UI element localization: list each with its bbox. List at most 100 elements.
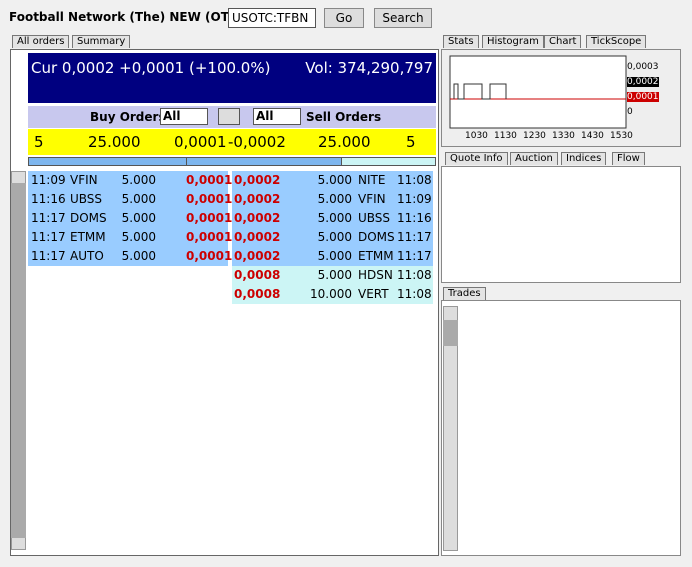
cell: 0,0001 (186, 249, 233, 263)
tab[interactable]: Indices (561, 152, 607, 165)
sell-row: 0,0002 5.000 ETMM 11:17 (232, 247, 433, 266)
cell: 0,0001 (186, 173, 233, 187)
quote-panel (441, 166, 681, 283)
cell: 11:09 (31, 173, 66, 187)
trades-thumb[interactable] (443, 320, 458, 346)
tab[interactable]: Auction (510, 152, 558, 165)
cell: 11:16 (31, 192, 66, 206)
filter-row: Buy Orders All All Sell Orders (28, 106, 436, 128)
cell: 11:09 (397, 192, 432, 206)
cell: 5.000 (121, 192, 156, 206)
sell-label: Sell Orders (306, 110, 382, 124)
sell-row: 0,0002 5.000 VFIN 11:09 (232, 190, 433, 209)
buy-select[interactable]: All (160, 108, 208, 125)
tab[interactable]: TickScope (586, 35, 647, 48)
cell: 0,0001 (186, 230, 233, 244)
x-label: 1530 (610, 131, 633, 141)
cell: 5.000 (121, 249, 156, 263)
cell: 11:17 (31, 230, 66, 244)
summary-value: 25.000 (318, 133, 371, 151)
symbol-input[interactable]: USOTC:TFBN (228, 8, 316, 28)
chart (449, 55, 627, 129)
tab[interactable]: Summary (72, 35, 131, 48)
cell: DOMS (358, 230, 395, 244)
cell: 11:17 (397, 230, 432, 244)
cell: 5.000 (121, 230, 156, 244)
summary-value: 25.000 (88, 133, 141, 151)
cell: 11:17 (31, 249, 66, 263)
x-label: 1030 (465, 131, 488, 141)
cur: Cur 0,0002 +0,0001 (+100.0%) (31, 59, 271, 77)
cell: 0,0002 (234, 230, 281, 244)
cell: VERT (358, 287, 389, 301)
cell: 0,0002 (234, 211, 281, 225)
cell: 10.000 (310, 287, 352, 301)
title: Football Network (The) NEW (OTC) (9, 10, 244, 24)
cell: 5.000 (317, 230, 352, 244)
cell: 5.000 (121, 211, 156, 225)
tab[interactable]: Chart (544, 35, 582, 48)
y-label: 0,0002 (627, 77, 659, 87)
sell-row: 0,0002 5.000 UBSS 11:16 (232, 209, 433, 228)
tab[interactable]: Flow (612, 152, 645, 165)
tab[interactable]: Stats (443, 35, 479, 48)
cell: UBSS (358, 211, 391, 225)
cell: 11:16 (397, 211, 432, 225)
tab[interactable]: Trades (443, 287, 486, 300)
cell: 5.000 (317, 211, 352, 225)
cell: ETMM (358, 249, 394, 263)
y-label: 0,0003 (627, 62, 659, 72)
search-button[interactable]: Search (374, 8, 432, 28)
summary-value: -0,0002 (228, 133, 286, 151)
cell: 5.000 (121, 173, 156, 187)
buy-row: 11:17 DOMS 5.000 0,0001 (28, 209, 233, 228)
tab[interactable]: All orders (12, 35, 70, 48)
cell: VFIN (358, 192, 386, 206)
cell: VFIN (70, 173, 98, 187)
buy-label: Buy Orders (90, 110, 166, 124)
price-line (453, 83, 507, 100)
cell: 11:08 (397, 287, 432, 301)
cell: 0,0008 (234, 287, 281, 301)
sell-row: 0,0002 5.000 NITE 11:08 (232, 171, 433, 190)
scroll-thumb[interactable] (11, 183, 26, 538)
x-label: 1430 (581, 131, 604, 141)
x-label: 1330 (552, 131, 575, 141)
x-label: 1230 (523, 131, 546, 141)
buy-row: 11:16 UBSS 5.000 0,0001 (28, 190, 233, 209)
y-label: 0 (627, 107, 633, 117)
buy-row: 11:17 ETMM 5.000 0,0001 (28, 228, 233, 247)
cell: 5.000 (317, 249, 352, 263)
cell: UBSS (70, 192, 103, 206)
cell: AUTO (70, 249, 104, 263)
trades-scrollbar[interactable] (443, 306, 458, 551)
cell: ETMM (70, 230, 106, 244)
plot (449, 55, 627, 129)
summary-row: 5 25.000 0,0001 -0,0002 25.000 5 (28, 129, 436, 155)
cell: 11:08 (397, 268, 432, 282)
buy-row: 11:17 AUTO 5.000 0,0001 (28, 247, 233, 266)
tab[interactable]: Histogram (482, 35, 544, 48)
sell-bar (186, 157, 342, 166)
cell: 11:08 (397, 173, 432, 187)
cell: DOMS (70, 211, 107, 225)
summary-value: 5 (406, 133, 416, 151)
cell: 0,0002 (234, 173, 281, 187)
tab[interactable]: Quote Info (445, 152, 508, 165)
link-button[interactable] (218, 108, 240, 125)
sell-row: 0,0002 5.000 DOMS 11:17 (232, 228, 433, 247)
cell: 11:17 (397, 249, 432, 263)
sell-row: 0,0008 5.000 HDSN 11:08 (232, 266, 433, 285)
summary-value: 5 (34, 133, 44, 151)
cell: 0,0001 (186, 211, 233, 225)
cell: 0,0001 (186, 192, 233, 206)
cell: HDSN (358, 268, 393, 282)
sell-select[interactable]: All (253, 108, 301, 125)
cell: 5.000 (317, 192, 352, 206)
vol: Vol: 374,290,797 (305, 59, 433, 77)
buy-row: 11:09 VFIN 5.000 0,0001 (28, 171, 233, 190)
go-button[interactable]: Go (324, 8, 364, 28)
sell-row: 0,0008 10.000 VERT 11:08 (232, 285, 433, 304)
cell: 5.000 (317, 268, 352, 282)
